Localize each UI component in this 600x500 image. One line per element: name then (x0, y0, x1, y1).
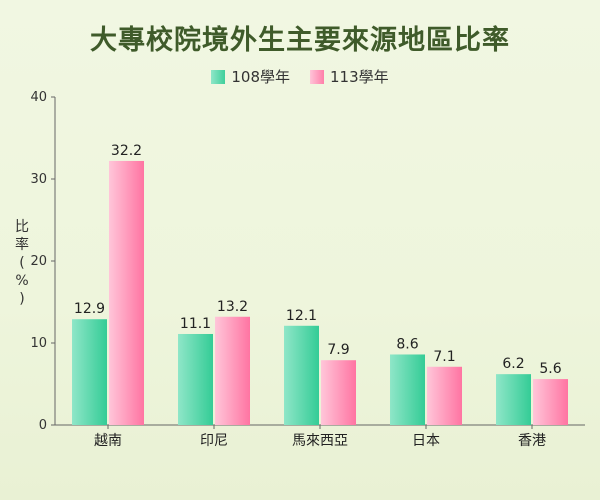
y-axis-label: 比 率 ( % ) (15, 219, 29, 307)
bar-2-2 (215, 316, 250, 425)
x-tick-label: 越南 (94, 433, 122, 449)
data-label-2-3: 7.9 (327, 342, 349, 358)
bar-2-4 (427, 366, 462, 425)
data-label-1-4: 8.6 (396, 336, 418, 352)
legend-label-series-1: 108學年 (231, 68, 290, 86)
data-label-1-2: 11.1 (180, 316, 211, 332)
x-tick-label: 香港 (518, 433, 546, 449)
bar-1-1 (72, 319, 107, 425)
data-label-2-2: 13.2 (217, 299, 248, 315)
y-tick-label: 40 (30, 90, 47, 105)
bar-1-3 (284, 325, 319, 425)
data-label-2-5: 5.6 (539, 361, 561, 377)
bar-2-1 (109, 160, 144, 425)
x-tick-label: 印尼 (200, 433, 228, 449)
bar-1-2 (178, 333, 213, 425)
legend: 108學年 113學年 (0, 66, 600, 87)
bar-1-5 (496, 374, 531, 425)
y-tick-label: 0 (39, 418, 47, 433)
legend-swatch-series-2 (310, 69, 324, 84)
x-tick-label: 日本 (412, 433, 440, 449)
legend-swatch-series-1 (211, 69, 226, 84)
legend-label-series-2: 113學年 (330, 68, 389, 86)
y-tick-label: 30 (30, 172, 47, 187)
chart-title: 大專校院境外生主要來源地區比率 (90, 25, 510, 56)
data-label-1-3: 12.1 (286, 308, 317, 324)
bar-2-3 (321, 360, 356, 425)
data-label-2-1: 32.2 (111, 143, 142, 159)
x-tick-label: 馬來西亞 (292, 433, 348, 449)
data-label-1-5: 6.2 (502, 356, 524, 372)
bar-1-4 (390, 354, 425, 425)
data-label-1-1: 12.9 (74, 301, 105, 317)
legend-item-series-1: 108學年 (211, 66, 290, 87)
data-label-2-4: 7.1 (433, 349, 455, 365)
legend-item-series-2: 113學年 (310, 66, 389, 87)
y-tick-label: 20 (30, 254, 47, 269)
y-tick-label: 10 (30, 336, 47, 351)
bar-2-5 (533, 379, 568, 425)
